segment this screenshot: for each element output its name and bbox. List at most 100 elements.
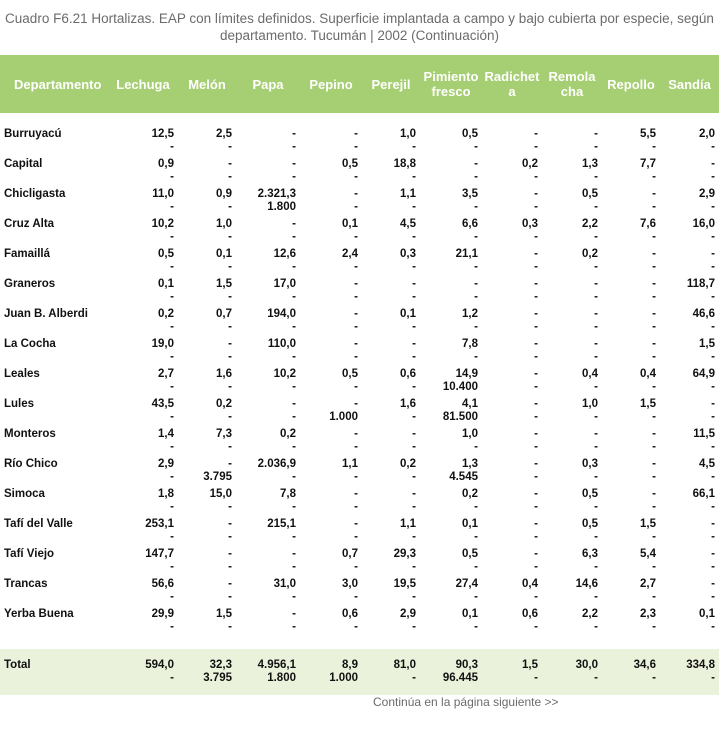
campo-value: - <box>412 338 416 350</box>
column-header: Pimiento fresco <box>420 55 482 113</box>
campo-value: - <box>711 548 715 560</box>
campo-value: - <box>228 518 232 530</box>
campo-value: 0,2 <box>158 308 174 320</box>
campo-value: 0,2 <box>522 158 538 170</box>
table-row: Capital 0,9- - - - -0,5-18,8- - -0,2-1,3-7,7- - - <box>0 157 719 187</box>
campo-value: - <box>228 578 232 590</box>
campo-value: 0,5 <box>582 518 598 530</box>
data-table: Departamento Lechuga Melón Papa Pepino Pereji… <box>0 55 719 695</box>
cubierta-value: - <box>534 171 538 183</box>
data-cell: 2,9- <box>108 457 178 487</box>
cubierta-value: - <box>354 261 358 273</box>
table-row: Graneros 0,1-1,5-17,0- - - - - - - - - - - - -118,7- <box>0 277 719 307</box>
data-cell: -- <box>362 487 420 517</box>
data-cell: 0,6- <box>362 367 420 397</box>
cubierta-value: 10.400 <box>442 381 478 393</box>
campo-value: 21,1 <box>455 248 478 260</box>
cubierta-value: - <box>354 231 358 243</box>
data-cell: 0,3- <box>542 457 602 487</box>
campo-value: 32,3 <box>209 659 232 671</box>
campo-value: - <box>412 278 416 290</box>
campo-value: 0,6 <box>342 608 358 620</box>
data-cell: 2,9- <box>660 187 719 217</box>
caption-line-2: departamento. Tucumán | 2002 (Continuaci… <box>220 28 499 43</box>
cubierta-value: - <box>474 591 478 603</box>
data-cell: 34,6- <box>602 649 660 695</box>
cubierta-value: - <box>170 141 174 153</box>
data-cell: 0,4- <box>542 367 602 397</box>
cubierta-value: - <box>412 411 416 423</box>
data-cell: 0,7- <box>178 307 236 337</box>
data-cell: 0,6- <box>482 607 542 637</box>
data-cell: 2,3- <box>602 607 660 637</box>
cubierta-value: - <box>652 351 656 363</box>
cubierta-value: - <box>354 291 358 303</box>
cubierta-value: - <box>594 501 598 513</box>
data-cell: 0,1- <box>660 607 719 637</box>
cubierta-value: - <box>292 291 296 303</box>
campo-value: 27,4 <box>455 578 478 590</box>
cubierta-value: - <box>534 621 538 633</box>
column-header-line: a <box>508 84 516 99</box>
data-cell: -- <box>542 337 602 367</box>
column-header-line: Perejil <box>371 76 411 92</box>
campo-value: 2,2 <box>582 608 598 620</box>
data-cell: -- <box>300 487 362 517</box>
cubierta-value: - <box>228 231 232 243</box>
data-cell: 1,0- <box>178 217 236 247</box>
cubierta-value: - <box>412 441 416 453</box>
campo-value: 194,0 <box>267 308 296 320</box>
department-name: Burruyacú <box>4 128 62 140</box>
data-cell: -- <box>236 157 300 187</box>
data-cell: 0,5- <box>420 547 482 577</box>
cubierta-value: - <box>354 561 358 573</box>
data-cell: 14,9 10.400 <box>420 367 482 397</box>
cubierta-value: - <box>594 621 598 633</box>
cubierta-value: - <box>534 591 538 603</box>
cubierta-value: - <box>170 261 174 273</box>
column-header-line: Departamento <box>14 76 102 92</box>
cubierta-value: - <box>354 471 358 483</box>
campo-value: 10,2 <box>273 368 296 380</box>
data-cell: 0,1- <box>420 607 482 637</box>
cubierta-value: - <box>594 411 598 423</box>
campo-value: 16,0 <box>692 218 715 230</box>
data-cell: 11,5- <box>660 427 719 457</box>
cubierta-value: - <box>170 501 174 513</box>
data-cell: 0,5- <box>108 247 178 277</box>
data-cell: 31,0- <box>236 577 300 607</box>
cubierta-value: - <box>292 141 296 153</box>
campo-value: - <box>534 398 538 410</box>
data-cell: -- <box>300 517 362 547</box>
cubierta-value: - <box>652 291 656 303</box>
campo-value: 0,3 <box>522 218 538 230</box>
cubierta-value: - <box>354 321 358 333</box>
cubierta-value: - <box>412 231 416 243</box>
campo-value: 11,0 <box>152 188 174 200</box>
campo-value: - <box>228 458 232 470</box>
cubierta-value: - <box>412 201 416 213</box>
cubierta-value: - <box>412 351 416 363</box>
cubierta-value: - <box>354 141 358 153</box>
cubierta-value: - <box>170 171 174 183</box>
cubierta-value: - <box>594 141 598 153</box>
data-cell: -3.795 <box>178 457 236 487</box>
table-row: Trancas 56,6- - -31,0-3,0-19,5-27,4-0,4-14,… <box>0 577 719 607</box>
column-header: Remola cha <box>542 55 602 113</box>
campo-value: 14,9 <box>455 368 478 380</box>
data-cell: -- <box>602 187 660 217</box>
data-cell: 253,1- <box>108 517 178 547</box>
data-cell: 1,5- <box>602 397 660 427</box>
cubierta-value: - <box>474 141 478 153</box>
cubierta-value: - <box>228 351 232 363</box>
campo-value: 0,4 <box>640 368 656 380</box>
data-cell: 6,6- <box>420 217 482 247</box>
data-cell: -- <box>236 217 300 247</box>
data-cell: 14,6- <box>542 577 602 607</box>
column-header: Perejil <box>362 55 420 113</box>
cubierta-value: - <box>292 231 296 243</box>
cubierta-value: - <box>354 621 358 633</box>
table-row: Yerba Buena 29,9-1,5- - -0,6-2,9-0,1-0,6-2,… <box>0 607 719 637</box>
campo-value: 4,5 <box>400 218 416 230</box>
cubierta-value: - <box>474 291 478 303</box>
